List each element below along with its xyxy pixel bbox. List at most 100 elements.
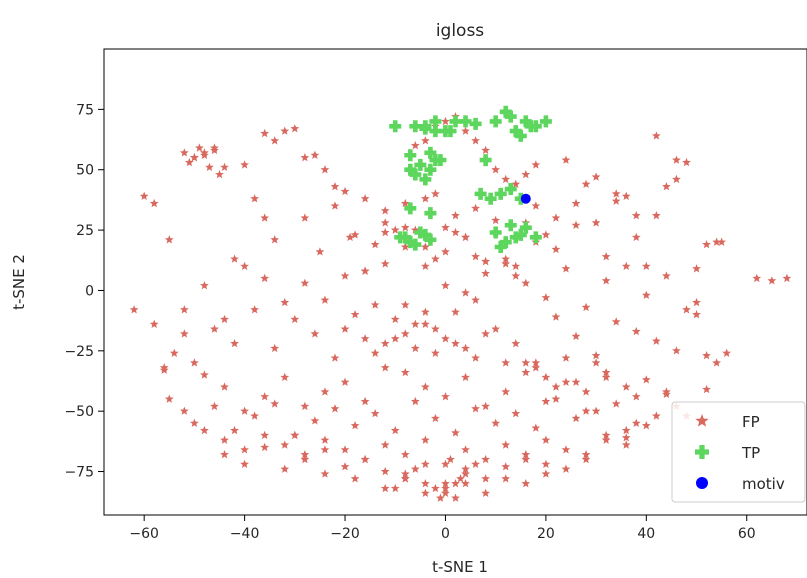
FP-point [431, 254, 440, 263]
FP-point [451, 428, 460, 437]
FP-point [541, 293, 551, 302]
TP-point [404, 236, 417, 249]
FP-point [270, 343, 280, 353]
FP-point [240, 445, 249, 454]
FP-point [421, 459, 430, 469]
x-axis-label: t-SNE 1 [432, 558, 488, 576]
FP-point [431, 324, 440, 333]
FP-point [571, 377, 581, 386]
FP-point [400, 223, 410, 232]
y-tick-label: 50 [76, 163, 94, 179]
FP-point [621, 382, 631, 391]
FP-point [390, 483, 400, 493]
TP-point [514, 228, 527, 241]
FP-point [441, 479, 450, 488]
FP-point [260, 442, 270, 452]
FP-point [441, 483, 450, 493]
FP-point [651, 211, 661, 220]
FP-point [481, 488, 490, 497]
FP-point [481, 256, 490, 266]
motiv-series [520, 193, 531, 204]
FP-point [190, 358, 199, 367]
FP-point [641, 261, 651, 271]
FP-point [280, 297, 290, 307]
FP-point [511, 271, 521, 280]
FP-point [260, 213, 270, 222]
FP-point [240, 406, 249, 415]
FP-point [692, 297, 701, 307]
FP-point [571, 413, 581, 423]
TP-point [509, 231, 522, 244]
TP-point [429, 125, 442, 138]
FP-point [210, 401, 219, 411]
FP-point [320, 165, 330, 174]
FP-point [300, 153, 310, 162]
FP-point [551, 213, 561, 222]
TP-point [419, 122, 432, 135]
FP-point [360, 396, 370, 406]
FP-point [471, 459, 480, 469]
FP-point [330, 201, 340, 210]
FP-point [320, 387, 330, 396]
FP-point [521, 278, 531, 287]
FP-point [149, 319, 159, 328]
FP-point [441, 247, 450, 256]
FP-point [441, 488, 450, 497]
FP-point [400, 300, 410, 309]
FP-point [511, 179, 521, 188]
FP-point [360, 454, 370, 464]
FP-point [179, 148, 189, 157]
TP-point [399, 231, 412, 244]
FP-point [340, 445, 350, 454]
TP-point [489, 115, 502, 128]
FP-point [672, 174, 681, 184]
FP-point [360, 194, 370, 203]
FP-point [541, 230, 551, 239]
FP-point [240, 459, 249, 469]
FP-point [621, 261, 631, 271]
FP-point [400, 198, 410, 208]
FP-point [702, 351, 711, 360]
FP-point [461, 479, 470, 488]
FP-point [561, 445, 571, 454]
FP-point [400, 329, 410, 338]
FP-point [330, 182, 340, 191]
TP-point [509, 125, 522, 138]
y-axis-label: t-SNE 2 [10, 254, 28, 310]
FP-point [210, 145, 219, 155]
FP-point [200, 281, 209, 290]
FP-point [270, 136, 280, 145]
FP-point [164, 394, 174, 403]
FP-point [451, 479, 460, 488]
FP-point [581, 387, 591, 396]
FP-point [541, 469, 551, 478]
FP-point [169, 348, 179, 357]
FP-point [260, 128, 270, 138]
FP-point [195, 143, 204, 152]
TP-point [424, 207, 437, 220]
FP-point [260, 273, 270, 283]
FP-point [561, 377, 571, 386]
FP-point [651, 336, 661, 345]
FP-point [220, 314, 229, 324]
FP-point [320, 295, 330, 304]
FP-point [692, 310, 701, 319]
FP-point [611, 317, 621, 326]
FP-point [431, 189, 440, 198]
FP-point [380, 363, 390, 372]
FP-point [631, 232, 641, 242]
FP-point [621, 440, 631, 449]
FP-point [551, 244, 561, 254]
x-tick-label: 60 [738, 526, 756, 542]
FP-point [561, 155, 571, 164]
FP-point [682, 305, 691, 314]
FP-point [601, 372, 611, 382]
y-tick-label: −25 [64, 344, 94, 360]
FP-point [300, 213, 310, 222]
FP-point [456, 474, 465, 483]
FP-point [280, 372, 290, 382]
FP-point [511, 338, 521, 348]
FP-point [682, 157, 691, 167]
FP-point [621, 433, 631, 442]
